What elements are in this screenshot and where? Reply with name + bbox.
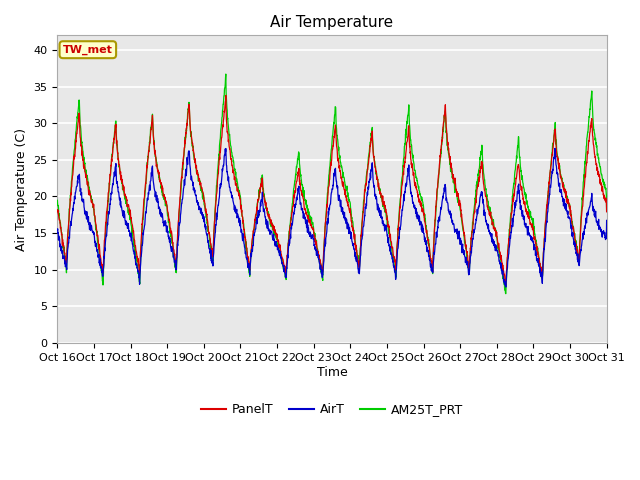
AM25T_PRT <box>54 197 61 203</box>
AM25T_PRT <box>307 217 314 223</box>
AM25T_PRT <box>321 229 328 235</box>
PanelT <box>54 207 61 213</box>
PanelT <box>587 120 595 126</box>
AirT <box>81 212 89 217</box>
AirT <box>486 231 493 237</box>
Line: AM25T_PRT: AM25T_PRT <box>58 74 607 294</box>
AM25T_PRT <box>486 207 494 213</box>
AirT <box>306 234 314 240</box>
AirT <box>587 199 595 204</box>
AM25T_PRT <box>222 71 230 77</box>
PanelT <box>603 209 611 215</box>
AirT <box>54 228 61 233</box>
Title: Air Temperature: Air Temperature <box>271 15 394 30</box>
Legend: PanelT, AirT, AM25T_PRT: PanelT, AirT, AM25T_PRT <box>196 398 468 421</box>
PanelT <box>222 93 230 98</box>
X-axis label: Time: Time <box>317 365 348 379</box>
AirT <box>502 284 509 290</box>
Line: AirT: AirT <box>58 148 607 287</box>
AM25T_PRT <box>81 169 89 175</box>
PanelT <box>588 119 595 125</box>
PanelT <box>81 171 89 177</box>
PanelT <box>502 282 509 288</box>
PanelT <box>486 213 494 219</box>
AirT <box>603 217 611 223</box>
PanelT <box>307 217 314 223</box>
AM25T_PRT <box>502 291 509 297</box>
PanelT <box>321 232 328 238</box>
AirT <box>321 248 328 254</box>
Text: TW_met: TW_met <box>63 45 113 55</box>
AM25T_PRT <box>587 96 595 102</box>
AirT <box>551 145 559 151</box>
Line: PanelT: PanelT <box>58 96 607 285</box>
Y-axis label: Air Temperature (C): Air Temperature (C) <box>15 128 28 251</box>
AirT <box>588 195 595 201</box>
AM25T_PRT <box>603 208 611 214</box>
AM25T_PRT <box>588 95 595 101</box>
